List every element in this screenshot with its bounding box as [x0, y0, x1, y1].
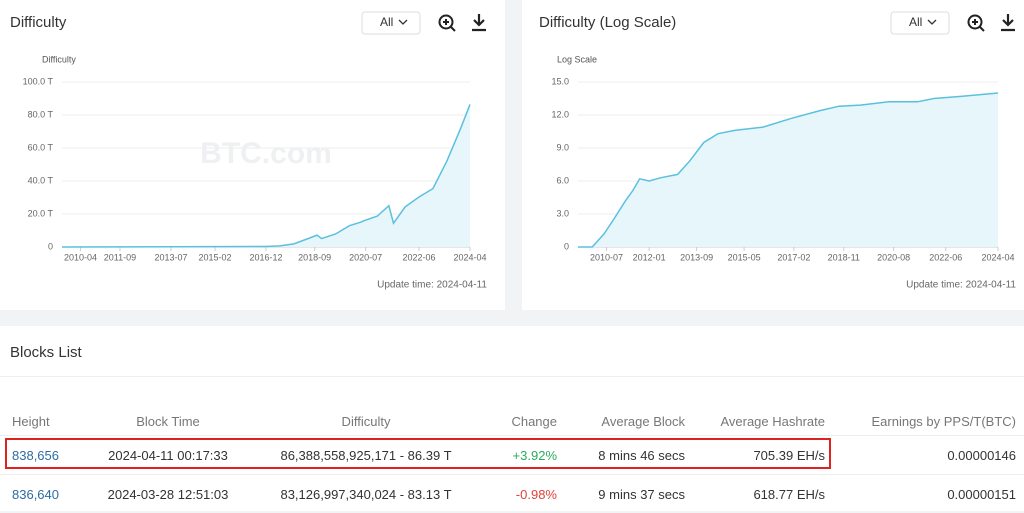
x-tick-label: 2020-08: [877, 252, 910, 262]
y-tick-label: 9.0: [556, 142, 569, 152]
cell: 9 mins 37 secs: [598, 487, 685, 502]
x-tick-label: 2016-12: [249, 252, 282, 262]
x-tick-label: 2013-07: [154, 252, 187, 262]
dropdown-arrow: [927, 19, 937, 25]
dropdown[interactable]: [890, 11, 950, 35]
x-tick-label: 2024-04: [981, 252, 1014, 262]
line: [61, 104, 471, 248]
table-row: 836,640 2024-03-28 12:51:03 83,126,997,340…: [0, 474, 1024, 513]
y-tick-label: 80.0 T: [28, 109, 54, 119]
header-row: Height Block Time Difficulty Change Average …: [0, 402, 1024, 440]
cell: 83,126,997,340,024 - 83.13 T: [280, 487, 452, 502]
zoom-icon-plus: [443, 19, 456, 32]
x-tick-label: 2020-07: [349, 252, 382, 262]
table-title: Blocks List: [10, 344, 82, 361]
annotation: Update time: 2024-04-11: [906, 280, 1016, 291]
download-icon[interactable]: [1001, 14, 1015, 32]
y-tick-label: 6.0: [556, 175, 569, 185]
x-tick-label: 2022-06: [929, 252, 962, 262]
cell: +3.92%: [512, 448, 557, 463]
line: [578, 92, 999, 248]
column-header: Average Hashrate: [720, 414, 825, 429]
cell: 8 mins 46 secs: [598, 448, 685, 463]
cell[interactable]: 838,656: [12, 448, 59, 463]
panel: [0, 0, 505, 310]
x-tick-label: 2012-01: [633, 252, 666, 262]
y-tick-label: 15.0: [551, 76, 569, 86]
cell: 0.00000146: [947, 448, 1016, 463]
x-tick-label: 2010-07: [590, 252, 623, 262]
zoom-icon[interactable]: [438, 14, 454, 30]
y-tick-label: 3.0: [556, 208, 569, 218]
area: [578, 93, 998, 247]
blocks-panel: Blocks List Height Block Time Difficulty Ch…: [0, 326, 1024, 511]
column-header: Average Block: [601, 414, 685, 429]
cell: 0.00000151: [947, 487, 1016, 502]
x-tick-label: 2015-02: [198, 252, 231, 262]
column-header: Difficulty: [341, 414, 391, 429]
x-tick-label: 2017-02: [777, 252, 810, 262]
download-icon[interactable]: [472, 14, 486, 32]
x-tick-label: 2010-04: [64, 252, 97, 262]
separator: [0, 376, 1024, 377]
x-tick-label: 2024-04: [453, 252, 486, 262]
highlight-box: [5, 438, 831, 469]
cell[interactable]: 836,640: [12, 487, 59, 502]
dropdown-label[interactable]: All: [380, 15, 393, 29]
column-header: Block Time: [136, 414, 200, 429]
cell: 2024-04-11 00:17:33: [108, 448, 228, 463]
chart-title: Difficulty: [10, 14, 67, 31]
y-tick-label: 60.0 T: [28, 142, 54, 152]
dropdown-arrow: [398, 19, 408, 25]
x-tick-label: 2013-09: [680, 252, 713, 262]
zoom-icon-plus: [972, 19, 985, 32]
area: [62, 104, 470, 247]
watermark: BTC.com: [200, 137, 332, 170]
y-tick-label: 0: [564, 241, 569, 251]
table-row: 838,656 2024-04-11 00:17:33 86,388,558,925…: [0, 435, 1024, 474]
x-tick-label: 2011-09: [104, 252, 136, 262]
zoom-icon[interactable]: [967, 14, 983, 30]
column-header: Earnings by PPS/T(BTC): [871, 414, 1017, 429]
y-tick-label: 20.0 T: [28, 208, 54, 218]
y-tick-label: 100.0 T: [23, 76, 54, 86]
x-tick-label: 2018-09: [298, 252, 331, 262]
x-tick-label: 2022-06: [402, 252, 435, 262]
y-tick-label: 40.0 T: [28, 175, 54, 185]
annotation: Update time: 2024-04-11: [377, 280, 487, 291]
column-header: Height: [12, 414, 50, 429]
x-tick-label: 2018-11: [828, 252, 860, 262]
dropdown-label[interactable]: All: [909, 15, 922, 29]
y-tick-label: 12.0: [551, 109, 569, 119]
column-header: Change: [511, 414, 557, 429]
y-tick-label: 0: [48, 241, 53, 251]
y-axis-label: Difficulty: [42, 54, 76, 64]
cell: 86,388,558,925,171 - 86.39 T: [280, 448, 452, 463]
cell: 2024-03-28 12:51:03: [107, 487, 229, 502]
charts: Difficulty All Difficulty BTC.com 0 20.0 T 40.…: [0, 0, 1024, 310]
y-axis-label: Log Scale: [557, 54, 597, 64]
x-tick-label: 2015-05: [728, 252, 761, 262]
cell: 618.77 EH/s: [753, 487, 825, 502]
cell: -0.98%: [515, 487, 557, 502]
chart-title: Difficulty (Log Scale): [539, 14, 676, 31]
cell: 705.39 EH/s: [753, 448, 825, 463]
dropdown[interactable]: [361, 11, 421, 35]
